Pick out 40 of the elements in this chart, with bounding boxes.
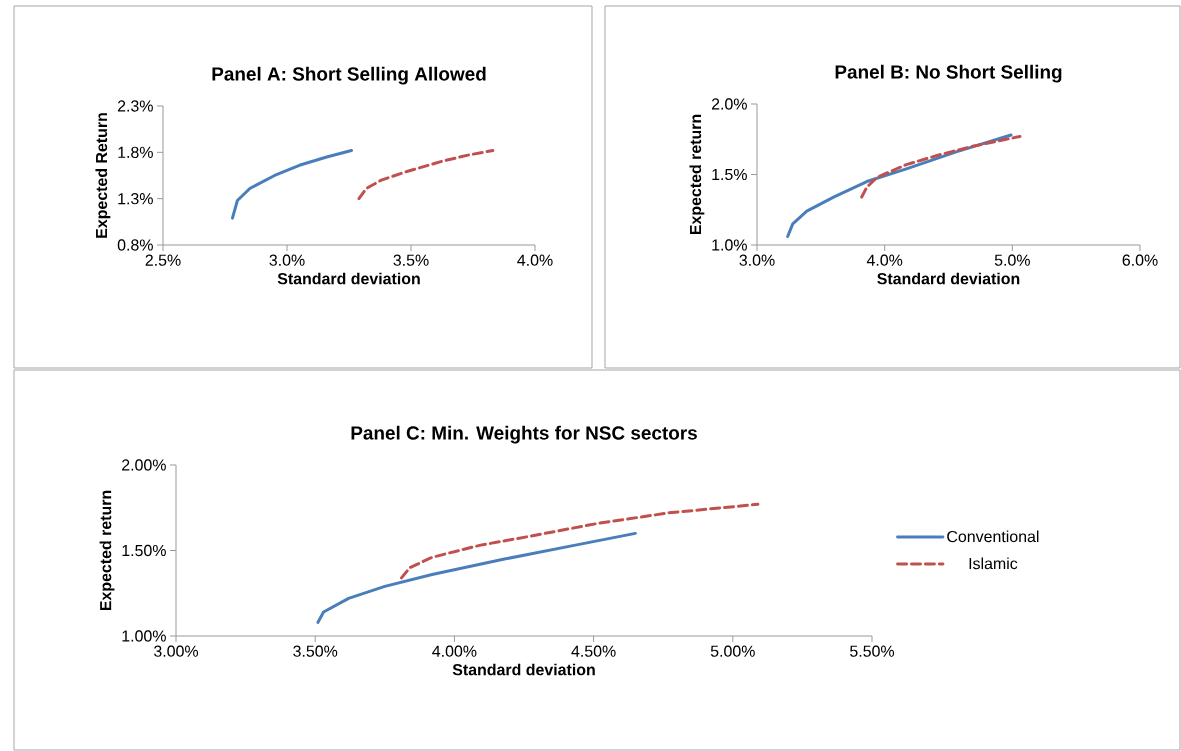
chart-title: Panel C: Min. Weights for NSC sectors xyxy=(351,425,697,444)
y-axis-title: Expected Return xyxy=(95,113,111,238)
x-tick-label: 4.0% xyxy=(866,254,903,266)
y-axis-title: Expected return xyxy=(99,490,115,611)
x-tick-label: 3.0% xyxy=(269,254,305,266)
x-tick-label: 3.0% xyxy=(739,254,775,266)
y-tick-label: 1.00% xyxy=(122,630,166,642)
y-tick-label: 0.8% xyxy=(117,239,153,251)
line-series xyxy=(357,148,495,201)
y-tick-label: 1.0% xyxy=(712,239,747,251)
x-axis-title: Standard deviation xyxy=(452,663,595,676)
legend-label: Conventional xyxy=(947,530,1039,543)
x-tick-label: 3.50% xyxy=(293,645,338,657)
x-tick-label: 4.50% xyxy=(571,645,616,657)
line-series xyxy=(860,134,1022,199)
x-axis-title: Standard deviation xyxy=(877,272,1020,285)
y-tick-label: 1.50% xyxy=(122,544,166,557)
x-tick-label: 6.0% xyxy=(1122,254,1158,266)
x-tick-label: 4.00% xyxy=(432,645,477,657)
x-tick-label: 5.0% xyxy=(994,254,1030,266)
x-tick-label: 3.5% xyxy=(393,254,429,266)
line-series xyxy=(400,502,760,580)
x-tick-label: 5.50% xyxy=(850,645,895,657)
chart-title: Panel B: No Short Selling xyxy=(835,64,1062,83)
line-series xyxy=(230,148,353,220)
x-tick-label: 5.00% xyxy=(710,645,755,657)
x-tick-label: 4.0% xyxy=(517,254,553,266)
y-tick-label: 1.3% xyxy=(118,193,153,205)
y-tick-label: 2.3% xyxy=(117,100,153,112)
y-tick-label: 1.8% xyxy=(118,146,153,158)
line-series xyxy=(316,531,637,624)
x-tick-label: 2.5% xyxy=(145,254,181,266)
x-tick-label: 3.00% xyxy=(154,645,199,657)
y-tick-label: 2.00% xyxy=(122,459,166,471)
y-tick-label: 1.5% xyxy=(712,168,747,181)
y-tick-label: 2.0% xyxy=(711,98,747,110)
chart-title: Panel A: Short Selling Allowed xyxy=(212,66,486,85)
x-axis-title: Standard deviation xyxy=(277,272,420,285)
y-axis-title: Expected return xyxy=(689,114,705,235)
legend-label: Islamic xyxy=(969,557,1018,570)
